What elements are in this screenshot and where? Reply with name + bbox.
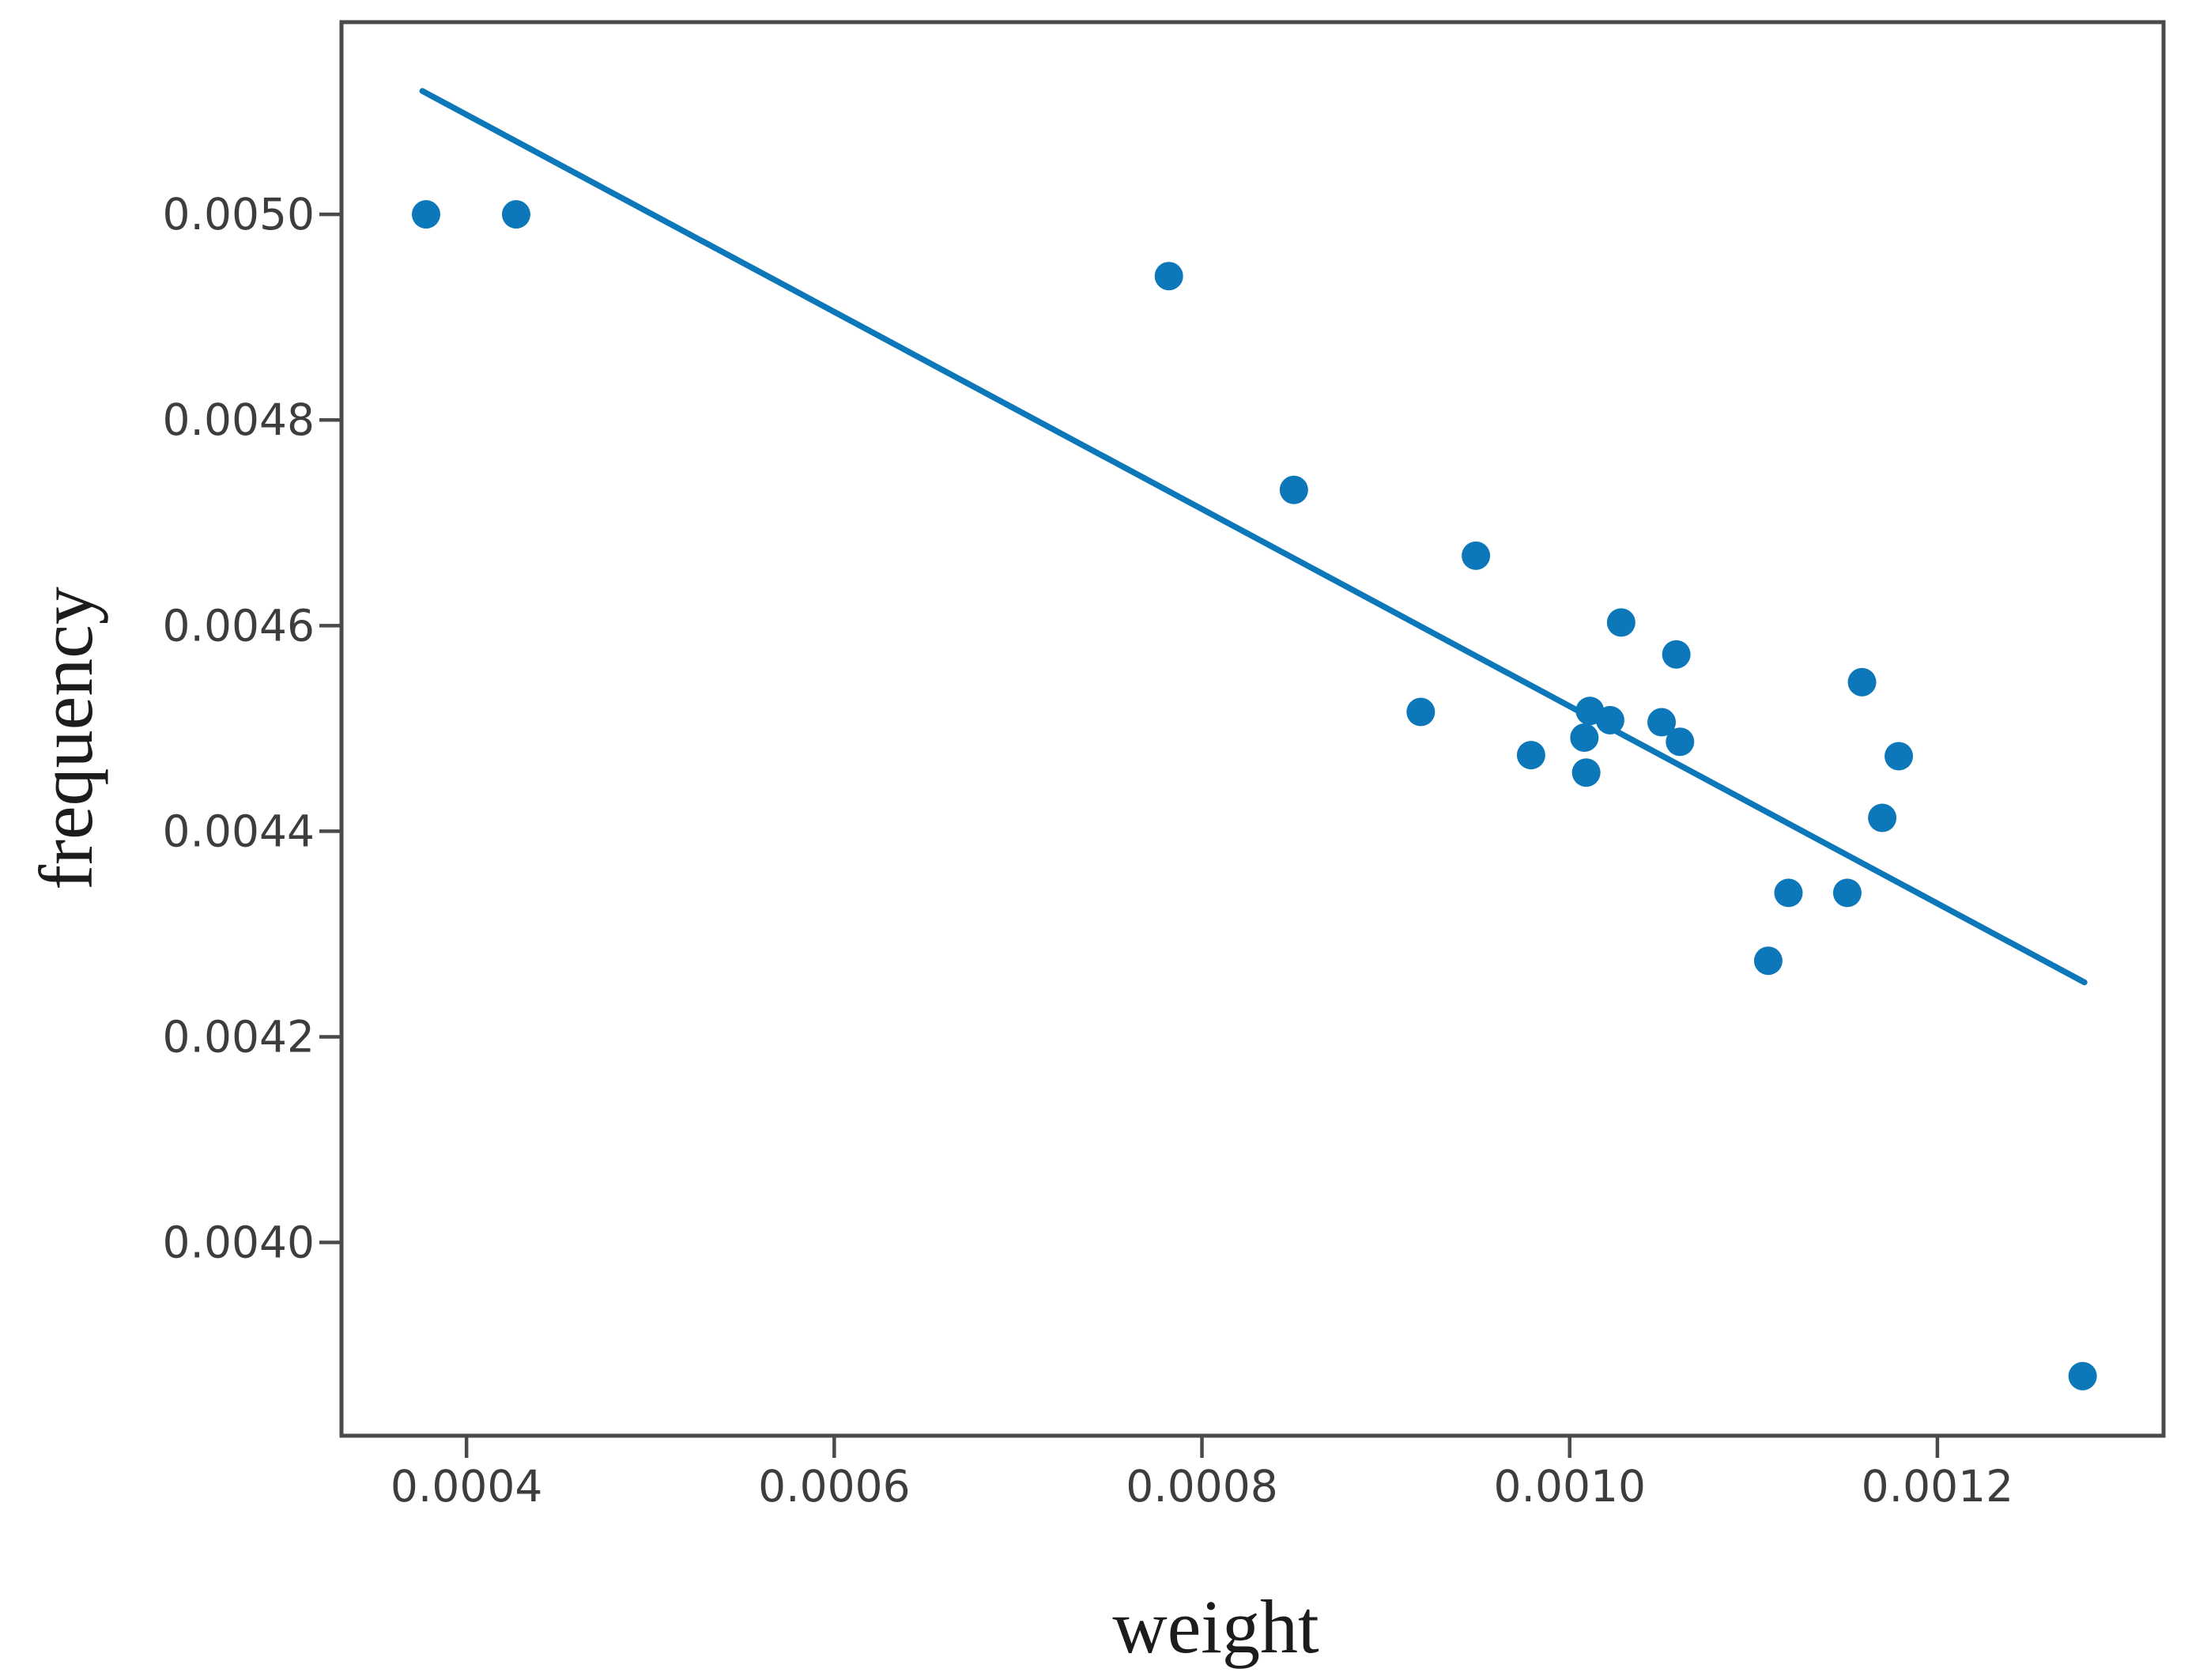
x-tick-label: 0.0012 — [1862, 1461, 2013, 1512]
scatter-point — [1647, 708, 1677, 737]
scatter-point — [1885, 742, 1914, 771]
scatter-point — [1832, 878, 1862, 908]
scatter-point — [1666, 727, 1695, 757]
x-tick-label: 0.0006 — [758, 1461, 910, 1512]
y-tick-label: 0.0050 — [163, 189, 315, 240]
trend-line — [419, 88, 2088, 986]
scatter-point — [411, 200, 440, 229]
y-axis-label: frequency — [24, 587, 108, 890]
scatter-point — [1774, 878, 1803, 908]
scatter-point — [1406, 697, 1436, 727]
x-axis-label: weight — [1112, 1584, 1319, 1669]
x-tick-label: 0.0004 — [390, 1461, 542, 1512]
scatter-point — [1606, 608, 1636, 637]
y-tick-label: 0.0046 — [163, 600, 315, 651]
scatter-point — [1595, 705, 1624, 734]
scatter-point — [1847, 667, 1877, 697]
x-tick-label: 0.0010 — [1493, 1461, 1645, 1512]
y-tick-label: 0.0042 — [163, 1011, 315, 1062]
scatter-point — [2068, 1361, 2097, 1391]
scatter-point — [1516, 741, 1545, 770]
y-tick-label: 0.0048 — [163, 395, 315, 445]
x-tick-label: 0.0008 — [1126, 1461, 1277, 1512]
scatter-point — [1868, 803, 1897, 832]
plot-frame — [339, 20, 2166, 1438]
scatter-point — [1571, 758, 1601, 787]
y-tick-label: 0.0040 — [163, 1218, 315, 1268]
scatter-point — [1154, 262, 1183, 291]
scatter-point — [1570, 723, 1599, 753]
scatter-point — [1662, 640, 1691, 669]
scatter-point — [501, 200, 530, 229]
y-tick-label: 0.0044 — [163, 806, 315, 856]
scatter-point — [1462, 541, 1491, 570]
scatter-point — [1753, 946, 1783, 976]
scatter-point — [1279, 475, 1308, 504]
